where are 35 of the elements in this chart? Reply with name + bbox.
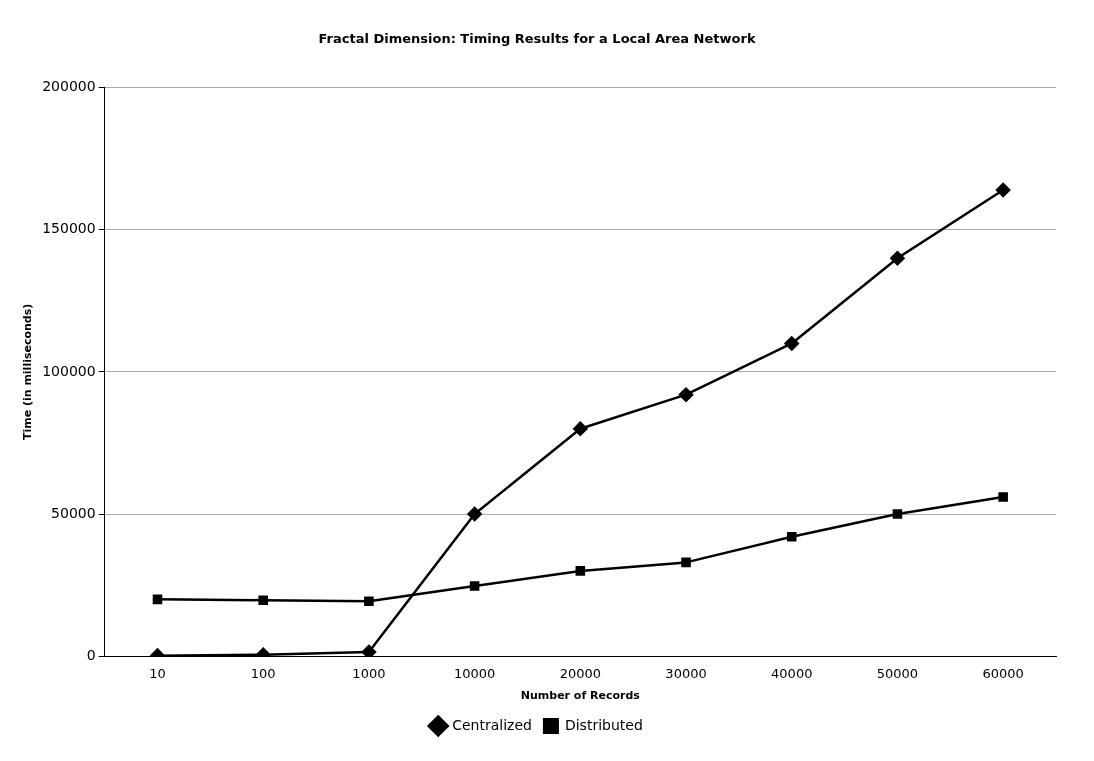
x-tick-label: 50000 <box>876 666 919 682</box>
x-tick-label: 60000 <box>982 666 1024 682</box>
point <box>469 581 480 591</box>
x-tick-label: 1000 <box>352 666 386 682</box>
point <box>258 595 268 605</box>
point <box>681 557 691 568</box>
point <box>890 250 905 266</box>
legend-label: Distributed <box>564 716 643 733</box>
point <box>892 509 903 519</box>
y-tick-label: 200000 <box>42 78 96 95</box>
y-tick-label: 50000 <box>51 504 96 521</box>
point <box>575 566 586 576</box>
legend-label: Centralized <box>452 716 532 733</box>
point <box>364 596 374 607</box>
y-axis-title: Time (in milliseconds) <box>21 303 35 441</box>
x-tick-label: 40000 <box>771 666 813 682</box>
x-tick-label: 10 <box>149 666 166 682</box>
point <box>152 594 163 605</box>
y-tick-label: 0 <box>86 646 96 663</box>
x-tick-label: 20000 <box>559 666 601 682</box>
point <box>784 336 799 351</box>
point <box>995 182 1011 198</box>
point <box>467 506 482 522</box>
point <box>998 492 1008 502</box>
y-tick-label: 150000 <box>42 220 96 237</box>
point <box>573 421 588 437</box>
x-tick-label: 100 <box>250 666 276 682</box>
point <box>786 532 797 542</box>
y-tick-label: 100000 <box>42 362 96 379</box>
point <box>678 387 694 402</box>
x-tick-label: 30000 <box>665 666 707 682</box>
x-tick-label: 10000 <box>453 666 496 682</box>
point <box>361 644 377 657</box>
x-axis-title: Number of Records <box>520 689 641 703</box>
chart-title: Fractal Dimension: Timing Results for a Local Area Network <box>318 31 756 47</box>
